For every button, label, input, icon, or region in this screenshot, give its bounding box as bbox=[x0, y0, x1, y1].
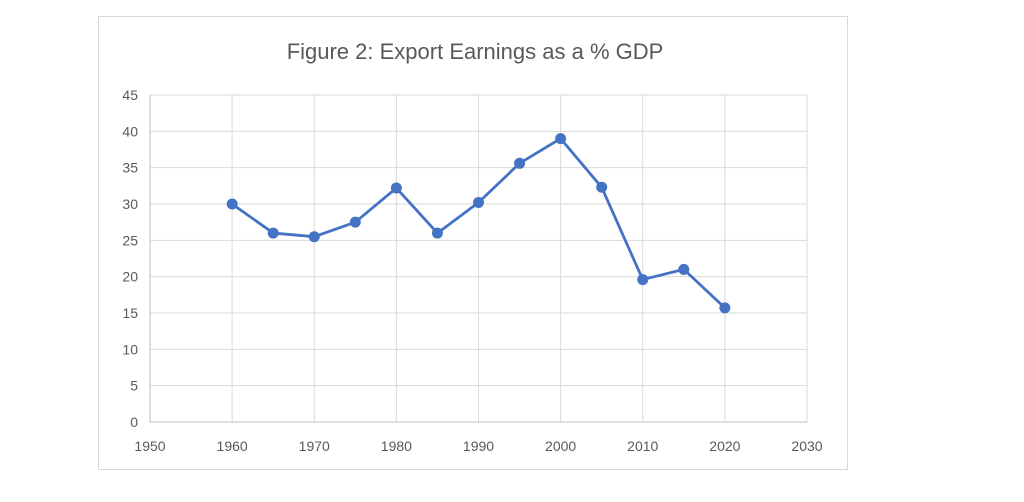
x-tick-label-1960: 1960 bbox=[217, 438, 248, 454]
y-tick-label-5: 5 bbox=[130, 378, 138, 394]
x-tick-label-1980: 1980 bbox=[381, 438, 412, 454]
data-point-1975 bbox=[349, 216, 361, 228]
axes bbox=[149, 95, 807, 423]
series-layer bbox=[226, 133, 731, 314]
x-tick-label-1950: 1950 bbox=[134, 438, 165, 454]
chart-frame: Figure 2: Export Earnings as a % GDP 0 5 1… bbox=[98, 16, 848, 470]
x-tick-label-2020: 2020 bbox=[709, 438, 740, 454]
data-point-1965 bbox=[267, 227, 279, 239]
y-tick-label-0: 0 bbox=[130, 414, 138, 430]
gridlines bbox=[150, 94, 808, 422]
y-tick-label-35: 35 bbox=[122, 160, 138, 176]
y-tick-label-40: 40 bbox=[122, 123, 138, 139]
chart-title: Figure 2: Export Earnings as a % GDP bbox=[287, 39, 664, 64]
data-point-2005 bbox=[596, 181, 608, 193]
data-point-1985 bbox=[431, 227, 443, 239]
tick-labels: 0 5 10 15 20 25 30 35 40 45 1950 1960 1970 1980 1990 20… bbox=[122, 87, 822, 454]
x-tick-label-1990: 1990 bbox=[463, 438, 494, 454]
y-tick-label-15: 15 bbox=[122, 305, 138, 321]
data-point-1980 bbox=[390, 182, 402, 194]
data-point-1960 bbox=[226, 198, 238, 210]
data-point-1990 bbox=[473, 197, 484, 209]
x-tick-label-2030: 2030 bbox=[791, 438, 822, 454]
data-point-2000 bbox=[555, 133, 567, 145]
y-tick-label-30: 30 bbox=[122, 196, 138, 212]
x-tick-label-2010: 2010 bbox=[627, 438, 658, 454]
data-point-2020 bbox=[719, 302, 731, 314]
x-tick-label-1970: 1970 bbox=[299, 438, 330, 454]
chart-svg: Figure 2: Export Earnings as a % GDP 0 5 1… bbox=[122, 39, 822, 454]
data-point-2010 bbox=[637, 274, 649, 286]
data-point-2015 bbox=[678, 263, 690, 275]
y-tick-label-20: 20 bbox=[122, 269, 138, 285]
y-tick-label-10: 10 bbox=[122, 341, 138, 357]
data-point-1995 bbox=[514, 157, 526, 169]
y-tick-label-45: 45 bbox=[122, 87, 138, 103]
data-point-1970 bbox=[308, 231, 320, 243]
y-tick-label-25: 25 bbox=[122, 232, 138, 248]
x-tick-label-2000: 2000 bbox=[545, 438, 576, 454]
